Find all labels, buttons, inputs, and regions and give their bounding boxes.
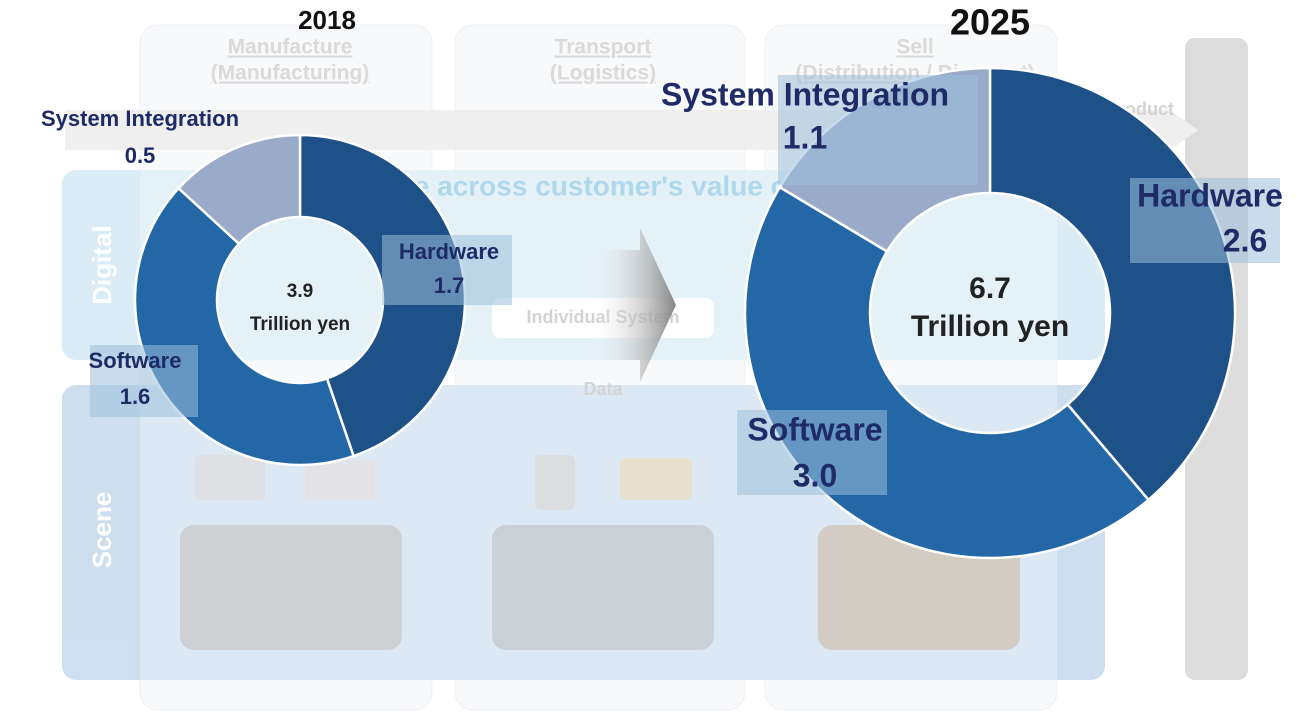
label-box: [778, 75, 978, 185]
data-label: Data: [583, 379, 623, 399]
label-box: [737, 410, 887, 495]
banner: Value across customer's value chain: [356, 170, 844, 201]
center-unit: Trillion yen: [911, 310, 1069, 343]
value-label: 2.6: [1223, 222, 1267, 258]
photo: [180, 525, 402, 650]
value-label: 1.6: [120, 384, 151, 409]
segment-label: System Integration: [661, 76, 949, 112]
column-title: Manufacture: [228, 36, 353, 59]
segment-label: System Integration: [41, 106, 239, 131]
chart-title: 2025: [950, 2, 1030, 43]
chart-title: 2018: [298, 5, 356, 35]
column-title: Sell: [896, 36, 933, 59]
segment-label: Software: [747, 411, 882, 447]
value-label: 0.5: [125, 143, 156, 168]
value-label: 1.7: [434, 273, 465, 298]
label-box: [90, 345, 198, 417]
center-total: 3.9: [287, 281, 313, 302]
donut-segment: [176, 133, 302, 246]
value-label: 3.0: [793, 457, 837, 493]
device-icon: [620, 458, 692, 500]
device-icon: [535, 455, 575, 510]
big-arrow: [590, 228, 676, 382]
column-subtitle: (Logistics): [550, 62, 656, 85]
photo: [492, 525, 714, 650]
value-label: 1.1: [783, 119, 827, 155]
column-subtitle: (Manufacturing): [211, 62, 370, 85]
row-label: Scene: [87, 492, 117, 569]
machine-icon: [305, 460, 375, 500]
center-total: 6.7: [969, 272, 1011, 305]
donut-segment: [298, 133, 467, 458]
machine-icon: [195, 455, 265, 500]
column-title: Transport: [555, 36, 652, 59]
row-label: Digital: [87, 225, 117, 304]
segment-label: Hardware: [1137, 177, 1283, 213]
center-unit: Trillion yen: [250, 314, 350, 335]
label-box: [382, 235, 512, 305]
segment-label: Hardware: [399, 239, 499, 264]
segment-label: Software: [89, 348, 182, 373]
donut-segment: [988, 66, 1237, 502]
label-box: [1130, 178, 1280, 263]
